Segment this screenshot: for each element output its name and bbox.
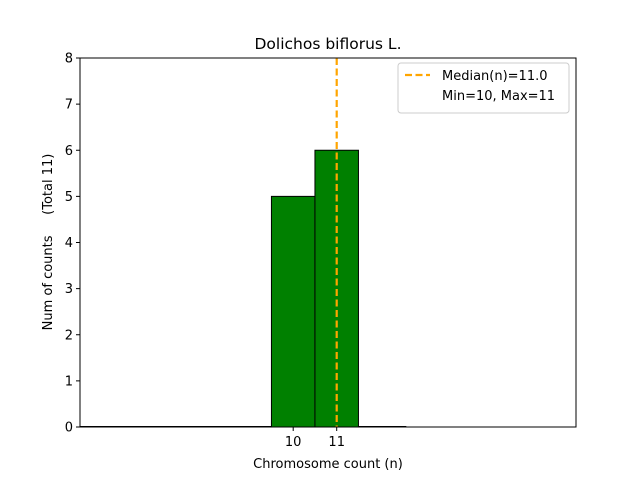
y-tick-label-7: 7 (65, 98, 73, 113)
y-tick-label-1: 1 (65, 374, 73, 389)
y-axis-label: Num of counts (Total 11) (41, 154, 56, 331)
x-axis-label: Chromosome count (n) (253, 457, 403, 472)
legend-box (397, 62, 570, 114)
chart-title: Dolichos biflorus L. (254, 35, 401, 53)
bar-10 (270, 195, 316, 428)
y-tick-label-4: 4 (65, 236, 73, 251)
x-tick-label-10: 10 (285, 435, 302, 450)
legend-entry-1: Min=10, Max=11 (442, 89, 555, 104)
y-tick-label-2: 2 (65, 328, 73, 343)
y-tick-label-0: 0 (65, 421, 73, 436)
y-tick-label-8: 8 (65, 52, 73, 67)
y-tick-label-6: 6 (65, 144, 73, 159)
y-tick-label-5: 5 (65, 190, 73, 205)
legend-entry-0: Median(n)=11.0 (442, 69, 548, 84)
x-tick-label-11: 11 (328, 435, 345, 450)
plot-area: 0 1 2 3 4 5 6 7 8 10 11 (65, 52, 577, 450)
legend: Median(n)=11.0 Min=10, Max=11 (397, 62, 570, 114)
y-tick-label-3: 3 (65, 282, 73, 297)
